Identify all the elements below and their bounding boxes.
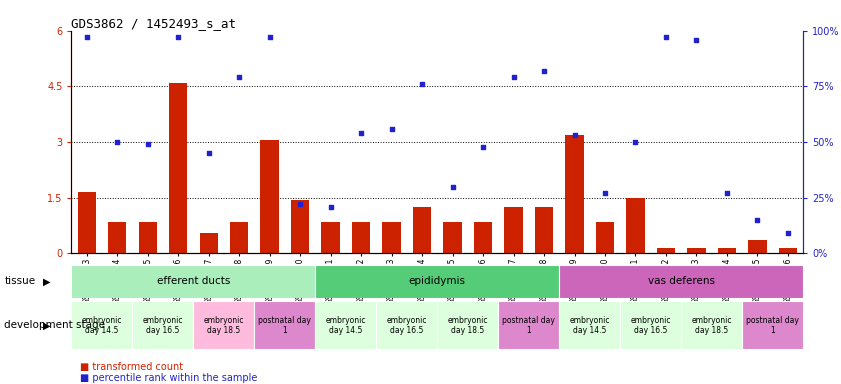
Bar bbox=[559, 301, 620, 349]
Bar bbox=[315, 301, 376, 349]
Bar bbox=[748, 240, 766, 253]
Bar bbox=[71, 265, 315, 298]
Bar bbox=[627, 198, 644, 253]
Bar bbox=[473, 222, 492, 253]
Bar bbox=[230, 222, 248, 253]
Point bbox=[781, 230, 795, 237]
Bar bbox=[108, 222, 126, 253]
Point bbox=[446, 184, 459, 190]
Text: embryonic
day 16.5: embryonic day 16.5 bbox=[143, 316, 183, 335]
Point bbox=[598, 190, 611, 196]
Bar bbox=[315, 265, 559, 298]
Bar bbox=[352, 222, 370, 253]
Bar bbox=[376, 301, 437, 349]
Bar bbox=[383, 222, 400, 253]
Text: embryonic
day 16.5: embryonic day 16.5 bbox=[631, 316, 671, 335]
Bar bbox=[169, 83, 188, 253]
Point bbox=[629, 139, 643, 145]
Point bbox=[690, 36, 703, 43]
Text: vas deferens: vas deferens bbox=[648, 276, 715, 286]
Point bbox=[659, 34, 673, 40]
Bar bbox=[199, 233, 218, 253]
Text: embryonic
day 14.5: embryonic day 14.5 bbox=[569, 316, 610, 335]
Bar bbox=[717, 248, 736, 253]
Bar bbox=[742, 301, 803, 349]
Bar bbox=[505, 207, 522, 253]
Text: epididymis: epididymis bbox=[409, 276, 466, 286]
Point bbox=[172, 34, 185, 40]
Bar bbox=[595, 222, 614, 253]
Bar bbox=[254, 301, 315, 349]
Text: tissue: tissue bbox=[4, 276, 35, 286]
Bar bbox=[620, 301, 681, 349]
Point bbox=[294, 201, 307, 207]
Text: embryonic
day 14.5: embryonic day 14.5 bbox=[82, 316, 122, 335]
Bar bbox=[437, 301, 498, 349]
Bar bbox=[413, 207, 431, 253]
Bar bbox=[687, 248, 706, 253]
Text: embryonic
day 18.5: embryonic day 18.5 bbox=[204, 316, 244, 335]
Bar bbox=[657, 248, 675, 253]
Point bbox=[232, 74, 246, 81]
Bar bbox=[139, 222, 156, 253]
Text: GDS3862 / 1452493_s_at: GDS3862 / 1452493_s_at bbox=[71, 17, 236, 30]
Text: ▶: ▶ bbox=[43, 320, 50, 331]
Bar bbox=[498, 301, 559, 349]
Bar bbox=[559, 265, 803, 298]
Text: embryonic
day 14.5: embryonic day 14.5 bbox=[325, 316, 366, 335]
Point bbox=[568, 132, 581, 139]
Point bbox=[80, 34, 93, 40]
Point bbox=[537, 68, 551, 74]
Point bbox=[324, 204, 337, 210]
Text: efferent ducts: efferent ducts bbox=[156, 276, 230, 286]
Bar bbox=[77, 192, 96, 253]
Point bbox=[141, 141, 155, 147]
Text: postnatal day
1: postnatal day 1 bbox=[258, 316, 311, 335]
Bar bbox=[779, 248, 797, 253]
Bar bbox=[321, 222, 340, 253]
Text: embryonic
day 18.5: embryonic day 18.5 bbox=[691, 316, 732, 335]
Point bbox=[385, 126, 399, 132]
Point bbox=[751, 217, 764, 223]
Text: development stage: development stage bbox=[4, 320, 105, 331]
Point bbox=[354, 130, 368, 136]
Point bbox=[415, 81, 429, 87]
Text: embryonic
day 18.5: embryonic day 18.5 bbox=[447, 316, 488, 335]
Point bbox=[476, 144, 489, 150]
Text: ■ percentile rank within the sample: ■ percentile rank within the sample bbox=[80, 373, 257, 383]
Bar bbox=[193, 301, 254, 349]
Point bbox=[202, 150, 215, 156]
Text: ▶: ▶ bbox=[43, 276, 50, 286]
Bar bbox=[443, 222, 462, 253]
Text: postnatal day
1: postnatal day 1 bbox=[746, 316, 799, 335]
Bar bbox=[681, 301, 742, 349]
Bar bbox=[132, 301, 193, 349]
Text: embryonic
day 16.5: embryonic day 16.5 bbox=[387, 316, 427, 335]
Text: ■ transformed count: ■ transformed count bbox=[80, 362, 183, 372]
Bar bbox=[261, 140, 278, 253]
Bar bbox=[565, 135, 584, 253]
Point bbox=[507, 74, 521, 81]
Bar bbox=[71, 301, 132, 349]
Text: postnatal day
1: postnatal day 1 bbox=[502, 316, 555, 335]
Bar bbox=[535, 207, 553, 253]
Bar bbox=[291, 200, 309, 253]
Point bbox=[720, 190, 733, 196]
Point bbox=[110, 139, 124, 145]
Point bbox=[263, 34, 277, 40]
